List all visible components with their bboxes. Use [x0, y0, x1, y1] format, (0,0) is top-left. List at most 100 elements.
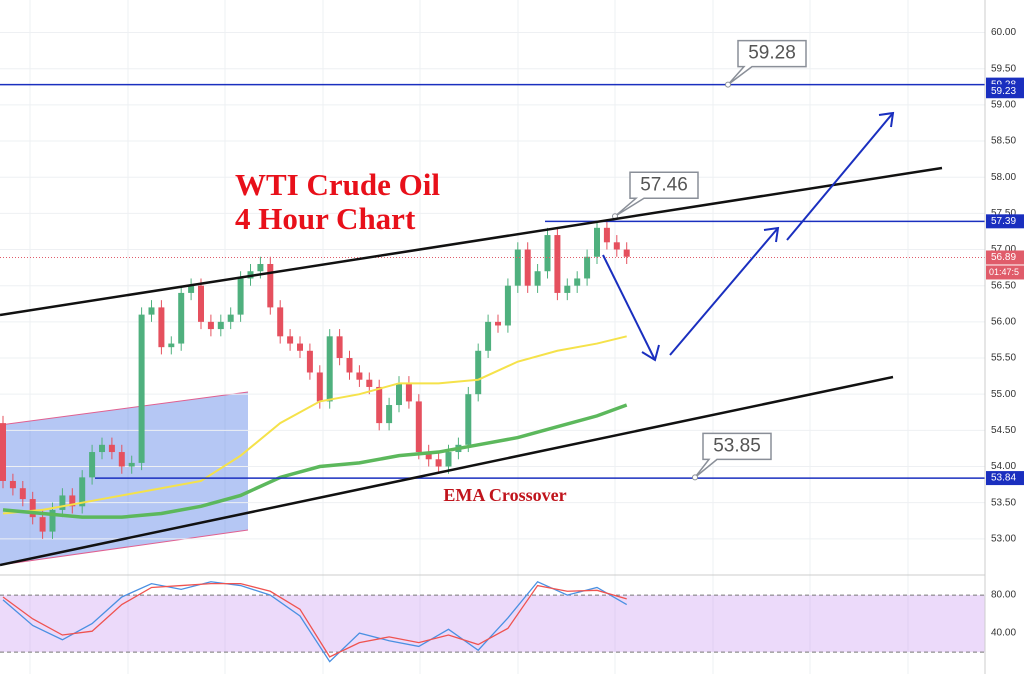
osc-tick-label: 40.00 — [991, 628, 1016, 639]
oscillator-line — [2, 580, 628, 663]
annotation: EMA Crossover — [443, 485, 566, 505]
candle-body — [465, 394, 472, 445]
y-tick-label: 58.00 — [991, 172, 1016, 183]
chart-title: 4 Hour Chart — [235, 201, 416, 236]
candle-body — [9, 480, 16, 489]
candle-body — [386, 405, 393, 424]
candle-body — [425, 452, 432, 460]
candle-body — [554, 235, 561, 293]
candle-body — [108, 444, 115, 453]
y-tick-label: 53.50 — [991, 497, 1016, 508]
chart-title: WTI Crude Oil — [235, 167, 440, 202]
candle-body — [188, 285, 195, 293]
upper-trendline — [0, 166, 943, 317]
candle-body — [207, 321, 214, 330]
candle-body — [544, 235, 551, 272]
candle-body — [178, 292, 185, 344]
candle-body — [227, 314, 234, 322]
ema-line — [2, 403, 628, 519]
price-badge — [986, 84, 1024, 99]
candle-body — [415, 401, 422, 453]
candle-body — [29, 499, 36, 518]
candle-body — [346, 358, 353, 373]
channel-edge — [0, 529, 249, 566]
callout-anchor — [725, 81, 731, 88]
vertical-grid — [29, 0, 909, 674]
y-tick-label: 59.50 — [991, 63, 1016, 74]
candle-body — [564, 285, 571, 293]
candle-body — [316, 372, 323, 402]
level-badge-label: 53.84 — [991, 473, 1016, 484]
oscillator-line — [2, 583, 627, 658]
price-badge-label: 59.23 — [991, 86, 1016, 97]
callout-label: 57.46 — [640, 174, 688, 195]
level-badge-label: 57.39 — [991, 216, 1016, 227]
candle-body — [445, 452, 452, 467]
candle-body — [594, 227, 600, 257]
callout-label: 59.28 — [748, 43, 796, 64]
countdown-label: 01:47:5 — [989, 267, 1019, 277]
candle-body — [405, 383, 412, 402]
y-tick-label: 54.00 — [991, 461, 1016, 472]
candle-body — [257, 263, 264, 272]
candle-body — [336, 336, 343, 359]
candle-body — [613, 242, 620, 250]
y-tick-label: 54.50 — [991, 425, 1016, 436]
candle-body — [623, 249, 630, 257]
lower-trendline — [0, 375, 894, 567]
candle-body — [118, 452, 125, 467]
y-tick-label: 57.00 — [991, 244, 1016, 255]
callout-box — [694, 432, 772, 478]
candle-body — [69, 495, 76, 507]
candle-body — [39, 517, 46, 532]
y-tick-label: 58.50 — [991, 136, 1016, 147]
osc-tick-label: 80.00 — [991, 590, 1016, 601]
y-tick-label: 53.00 — [991, 533, 1016, 544]
candle-body — [59, 495, 66, 510]
candle-body — [396, 383, 402, 406]
candle-body — [376, 386, 383, 424]
candle-body — [148, 307, 155, 315]
candle-body — [287, 336, 294, 344]
candle-body — [89, 452, 96, 478]
candle-body — [514, 249, 521, 286]
candle-body — [366, 379, 373, 387]
candle-body — [485, 321, 492, 351]
candle-body — [158, 307, 165, 348]
candle-body — [584, 256, 591, 279]
candle-body — [237, 278, 244, 315]
last-price-badge — [986, 250, 1024, 265]
candle-body — [475, 350, 482, 395]
candle-body — [19, 488, 26, 500]
candle-body — [128, 462, 135, 467]
candle-body — [267, 263, 274, 308]
level-badge — [986, 471, 1024, 486]
y-tick-label: 55.50 — [991, 353, 1016, 364]
candle-body — [534, 271, 541, 286]
callout-box — [614, 171, 699, 217]
candle-body — [306, 350, 313, 373]
y-tick-label: 55.00 — [991, 389, 1016, 400]
candle-body — [574, 278, 581, 286]
callout-anchor — [692, 474, 698, 481]
oscillator-band — [0, 595, 985, 653]
y-tick-label: 56.00 — [991, 316, 1016, 327]
candle-body — [504, 285, 511, 326]
candle-body — [297, 343, 303, 351]
y-tick-label: 60.00 — [991, 27, 1016, 38]
projection-arrows — [602, 111, 895, 362]
ema-line — [2, 335, 627, 515]
channel-edge — [0, 391, 249, 426]
level-badge — [986, 214, 1024, 229]
callout-box — [727, 39, 807, 86]
candle-body — [435, 459, 442, 467]
candle-body — [495, 321, 501, 326]
candle-body — [99, 444, 105, 453]
candle-body — [49, 509, 56, 532]
countdown-badge — [986, 265, 1024, 280]
candle-body — [0, 423, 6, 481]
candle-body — [168, 343, 175, 348]
candle-body — [198, 285, 204, 322]
